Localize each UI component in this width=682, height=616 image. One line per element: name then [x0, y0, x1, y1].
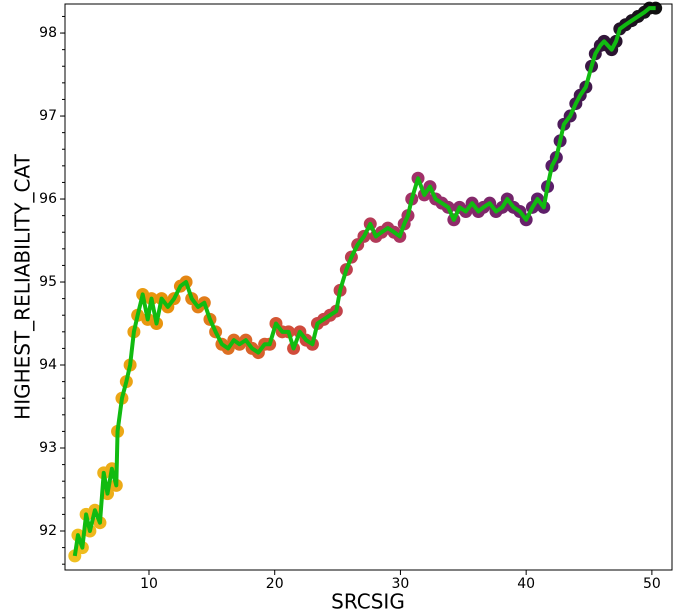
y-tick-label: 96	[39, 191, 57, 207]
y-tick-label: 95	[39, 274, 57, 290]
x-axis-label: SRCSIG	[331, 590, 405, 614]
x-tick-label: 40	[517, 576, 535, 592]
y-tick-label: 92	[39, 523, 57, 539]
series-line	[72, 6, 656, 557]
x-tick-label: 20	[266, 576, 284, 592]
y-tick-label: 97	[39, 108, 57, 124]
y-tick-label: 93	[39, 440, 57, 456]
x-tick-label: 50	[643, 576, 661, 592]
y-axis-label: HIGHEST_RELIABILITY_CAT	[11, 153, 35, 419]
plot-frame	[64, 3, 673, 571]
x-tick-label: 30	[392, 576, 410, 592]
x-tick-label: 10	[140, 576, 158, 592]
y-tick-label: 98	[39, 25, 57, 41]
y-tick-label: 94	[39, 357, 57, 373]
